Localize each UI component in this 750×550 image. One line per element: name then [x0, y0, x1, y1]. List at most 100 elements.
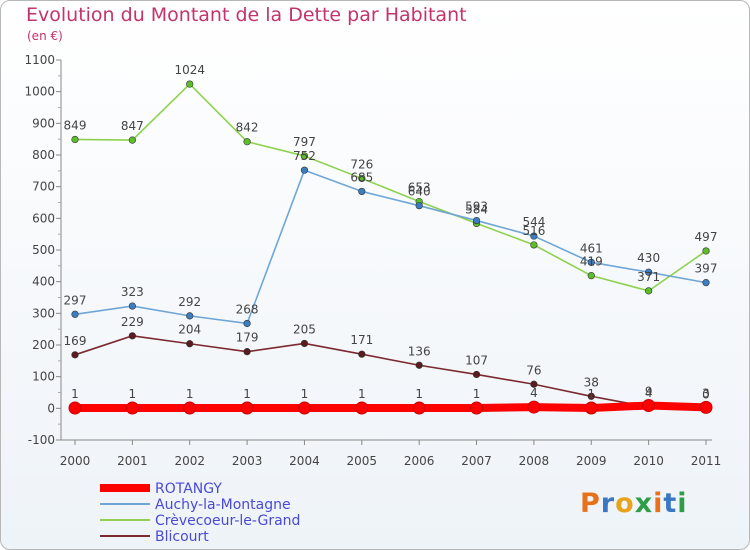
data-point	[358, 187, 366, 196]
data-point	[358, 174, 366, 183]
data-point	[702, 279, 710, 287]
data-label: 497	[695, 230, 718, 244]
data-label: 136	[408, 344, 431, 358]
x-tick-label: 2010	[633, 454, 664, 468]
data-point	[415, 361, 423, 369]
data-label: 171	[350, 333, 373, 347]
logo-letter: r	[600, 488, 616, 519]
data-label: 640	[408, 185, 431, 199]
x-tick-label: 2005	[347, 454, 378, 468]
data-point	[243, 138, 251, 146]
data-label: 4	[645, 386, 653, 400]
data-label: 584	[465, 202, 488, 216]
data-label: 169	[64, 334, 87, 348]
data-point	[527, 400, 541, 414]
data-label: 0	[702, 387, 710, 401]
data-label: 107	[465, 353, 488, 367]
data-label: 797	[293, 135, 316, 149]
data-point	[243, 348, 251, 356]
data-label: 76	[526, 363, 541, 377]
data-label: 544	[522, 215, 545, 229]
data-point	[186, 312, 194, 320]
data-point	[243, 319, 251, 328]
logo-letter: P	[580, 488, 601, 519]
logo-letter: i	[653, 488, 664, 519]
data-point	[358, 350, 366, 358]
data-point	[472, 216, 481, 225]
data-label: 1	[301, 387, 309, 401]
data-point	[240, 401, 254, 415]
data-point	[71, 310, 79, 318]
series-line	[74, 169, 707, 325]
data-label: 397	[695, 262, 718, 276]
x-tick-label: 2009	[576, 454, 607, 468]
y-tick-label: 600	[32, 211, 55, 225]
data-point	[530, 241, 538, 249]
y-tick-label: 300	[32, 306, 55, 320]
legend-label: Crèvecoeur-le-Grand	[155, 513, 300, 529]
y-tick-label: 1000	[24, 85, 55, 99]
chart-subtitle: (en €)	[27, 29, 63, 43]
data-point	[415, 202, 423, 210]
data-point	[71, 351, 79, 359]
logo-letter: t	[663, 488, 678, 519]
data-point	[530, 232, 538, 240]
x-tick-label: 2000	[60, 454, 91, 468]
data-label: 1	[71, 387, 79, 401]
data-point	[297, 401, 311, 415]
data-point	[702, 247, 710, 255]
data-label: 3	[702, 386, 710, 400]
data-label: 9	[645, 384, 653, 398]
data-point	[300, 152, 309, 160]
data-label: 726	[350, 157, 373, 171]
data-point	[470, 401, 484, 415]
data-point	[128, 332, 136, 340]
data-label: 842	[236, 121, 259, 135]
data-point	[584, 401, 598, 415]
legend-label: ROTANGY	[155, 481, 222, 497]
data-point	[645, 268, 653, 276]
data-label: 323	[121, 285, 144, 299]
logo-letter: x	[634, 488, 654, 519]
chart-title: Evolution du Montant de la Dette par Hab…	[26, 4, 467, 26]
data-label: 419	[580, 255, 603, 269]
data-label: 1024	[174, 63, 205, 77]
x-tick-label: 2011	[691, 454, 722, 468]
data-point	[699, 400, 713, 414]
data-label: 849	[64, 118, 87, 132]
x-tick-label: 2004	[289, 454, 320, 468]
data-label: 430	[637, 251, 660, 265]
logo-letter: i	[677, 488, 688, 519]
data-point	[587, 258, 595, 266]
data-label: 1	[415, 387, 423, 401]
legend-label: Blicourt	[155, 529, 209, 545]
data-point	[300, 166, 309, 174]
legend-label: Auchy-la-Montagne	[155, 497, 291, 513]
y-tick-label: 100	[32, 370, 55, 384]
y-tick-label: 200	[32, 338, 55, 352]
series-line	[74, 335, 707, 410]
data-point	[125, 401, 139, 415]
data-label: 179	[236, 331, 259, 345]
data-label: 1	[587, 387, 595, 401]
x-tick-label: 2001	[117, 454, 148, 468]
x-tick-label: 2003	[232, 454, 263, 468]
data-label: 752	[293, 149, 316, 163]
data-label: 461	[580, 241, 603, 255]
data-point	[186, 340, 194, 348]
data-label: 653	[408, 181, 431, 195]
y-tick-label: -100	[28, 433, 55, 447]
data-point	[300, 339, 309, 348]
data-point	[128, 302, 136, 310]
data-point	[412, 401, 426, 415]
data-point	[587, 392, 595, 400]
logo-letter: o	[615, 488, 635, 519]
data-label: 685	[350, 170, 373, 184]
y-tick-label: 500	[32, 243, 55, 257]
y-tick-label: 700	[32, 180, 55, 194]
y-tick-label: 1100	[24, 53, 55, 67]
data-point	[642, 398, 656, 412]
data-label: 1	[358, 387, 366, 401]
